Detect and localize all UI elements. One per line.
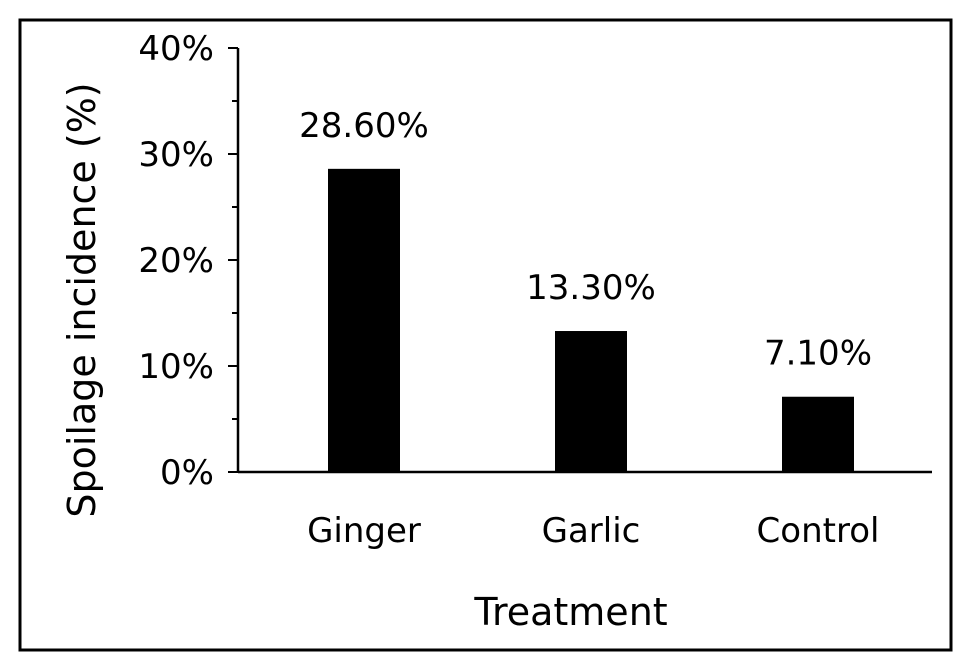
bars: 28.60% 13.30% 7.10% — [299, 106, 872, 472]
x-tick-label-ginger: Ginger — [307, 511, 421, 551]
x-axis-title: Treatment — [473, 590, 667, 634]
x-tick-label-control: Control — [757, 511, 880, 551]
y-axis-ticks: 0% 10% 20% 30% 40% — [138, 29, 238, 493]
data-label-garlic: 13.30% — [526, 268, 656, 308]
y-tick-label: 40% — [138, 29, 214, 69]
y-tick-label: 20% — [138, 241, 214, 281]
x-axis-tick-labels: Ginger Garlic Control — [307, 511, 879, 551]
y-tick-label: 10% — [138, 347, 214, 387]
x-tick-label-garlic: Garlic — [542, 511, 641, 551]
y-tick-label: 0% — [160, 453, 214, 493]
data-label-control: 7.10% — [764, 334, 872, 374]
bar-ginger — [328, 168, 400, 472]
bar-garlic — [555, 331, 627, 472]
data-label-ginger: 28.60% — [299, 106, 429, 146]
y-tick-label: 30% — [138, 135, 214, 175]
bar-control — [782, 396, 854, 472]
y-axis-title: Spoilage incidence (%) — [60, 82, 104, 517]
chart-frame — [18, 18, 953, 652]
